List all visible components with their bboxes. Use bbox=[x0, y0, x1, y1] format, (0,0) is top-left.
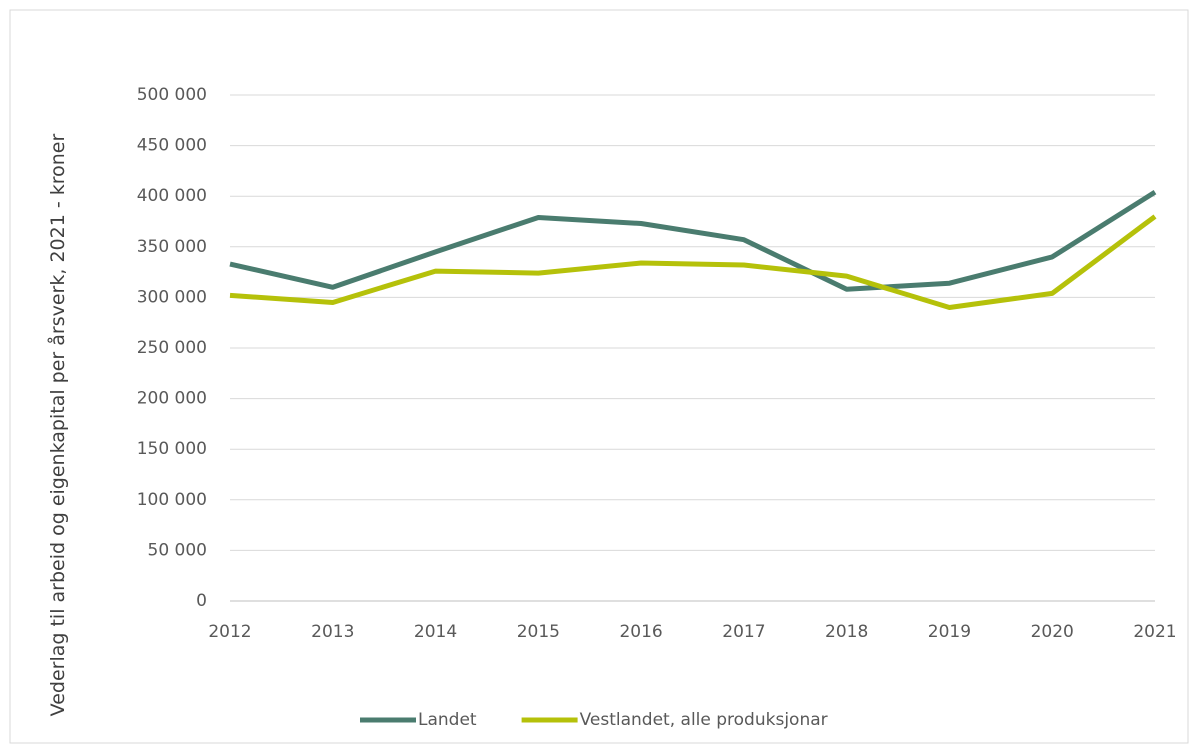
legend-label: Vestlandet, alle produksjonar bbox=[580, 710, 828, 730]
x-tick-label: 2017 bbox=[722, 622, 765, 642]
y-axis-label: Vederlag til arbeid og eigenkapital per … bbox=[47, 133, 69, 717]
legend-label: Landet bbox=[418, 710, 477, 730]
y-tick-label: 300 000 bbox=[137, 287, 207, 307]
y-tick-label: 0 bbox=[196, 591, 207, 611]
chart-frame bbox=[9, 9, 1189, 744]
x-tick-label: 2016 bbox=[619, 622, 662, 642]
x-tick-label: 2014 bbox=[414, 622, 457, 642]
y-tick-label: 350 000 bbox=[137, 237, 207, 257]
y-tick-label: 450 000 bbox=[137, 136, 207, 156]
x-tick-label: 2019 bbox=[928, 622, 971, 642]
y-tick-label: 150 000 bbox=[137, 439, 207, 459]
x-tick-label: 2020 bbox=[1031, 622, 1074, 642]
series-line bbox=[229, 190, 1157, 292]
y-tick-label: 250 000 bbox=[137, 338, 207, 358]
y-tick-label: 400 000 bbox=[137, 186, 207, 206]
x-tick-label: 2013 bbox=[311, 622, 354, 642]
y-tick-label: 50 000 bbox=[148, 540, 207, 560]
x-tick-label: 2018 bbox=[825, 622, 868, 642]
y-tick-label: 500 000 bbox=[137, 85, 207, 105]
y-tick-label: 200 000 bbox=[137, 389, 207, 409]
x-tick-label: 2015 bbox=[517, 622, 560, 642]
x-tick-label: 2012 bbox=[208, 622, 251, 642]
series-line bbox=[229, 214, 1157, 311]
x-tick-label: 2021 bbox=[1133, 622, 1176, 642]
y-tick-label: 100 000 bbox=[137, 490, 207, 510]
